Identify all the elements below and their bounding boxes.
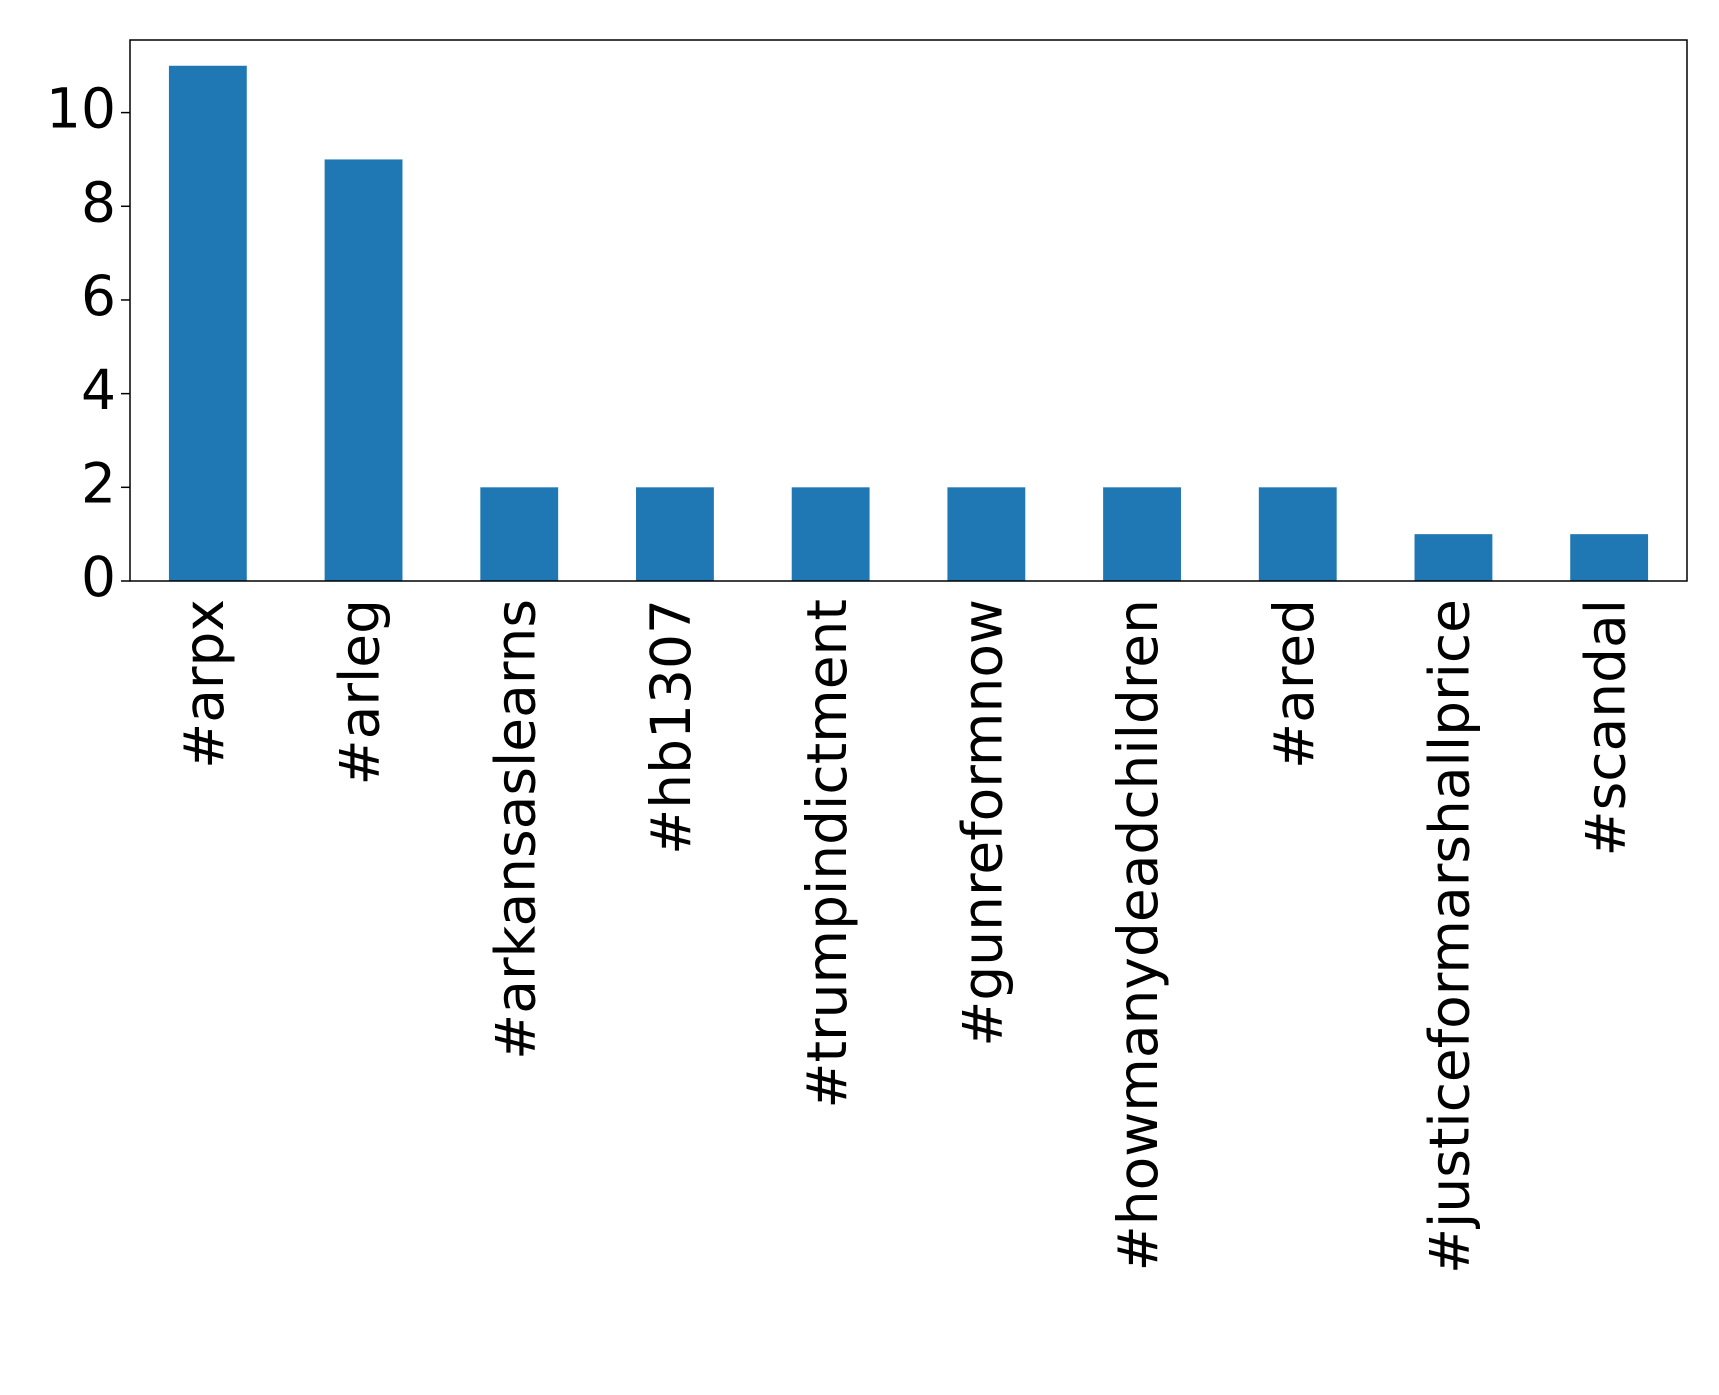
bar [1414,534,1493,581]
x-tick-label: #hb1307 [639,599,703,855]
x-tick-label: #arpx [172,599,236,769]
y-tick-label: 8 [81,170,116,234]
bar [1258,487,1337,581]
x-tick-label: #arkansaslearns [483,599,547,1060]
y-tick-label: 10 [46,77,116,141]
bar [480,487,559,581]
bar [1570,534,1649,581]
y-tick-label: 4 [81,358,116,422]
bar [791,487,870,581]
x-tick-label: #arleg [328,599,392,785]
bar [324,159,403,581]
y-tick-label: 0 [81,545,116,609]
bar [168,65,247,581]
y-tick-label: 6 [81,264,116,328]
bar [636,487,714,581]
x-tick-label: #howmanydeadchildren [1106,599,1170,1271]
x-tick-label: #scandal [1573,599,1637,856]
plot-frame [129,39,1688,582]
x-tick-label: #justiceformarshallprice [1418,599,1482,1274]
bar [1103,487,1181,581]
x-tick-label: #ared [1262,599,1326,769]
y-tick-label: 2 [81,451,116,515]
bar [947,487,1026,581]
x-tick-label: #trumpindictment [795,599,859,1109]
x-tick-label: #gunreformnow [950,599,1014,1047]
